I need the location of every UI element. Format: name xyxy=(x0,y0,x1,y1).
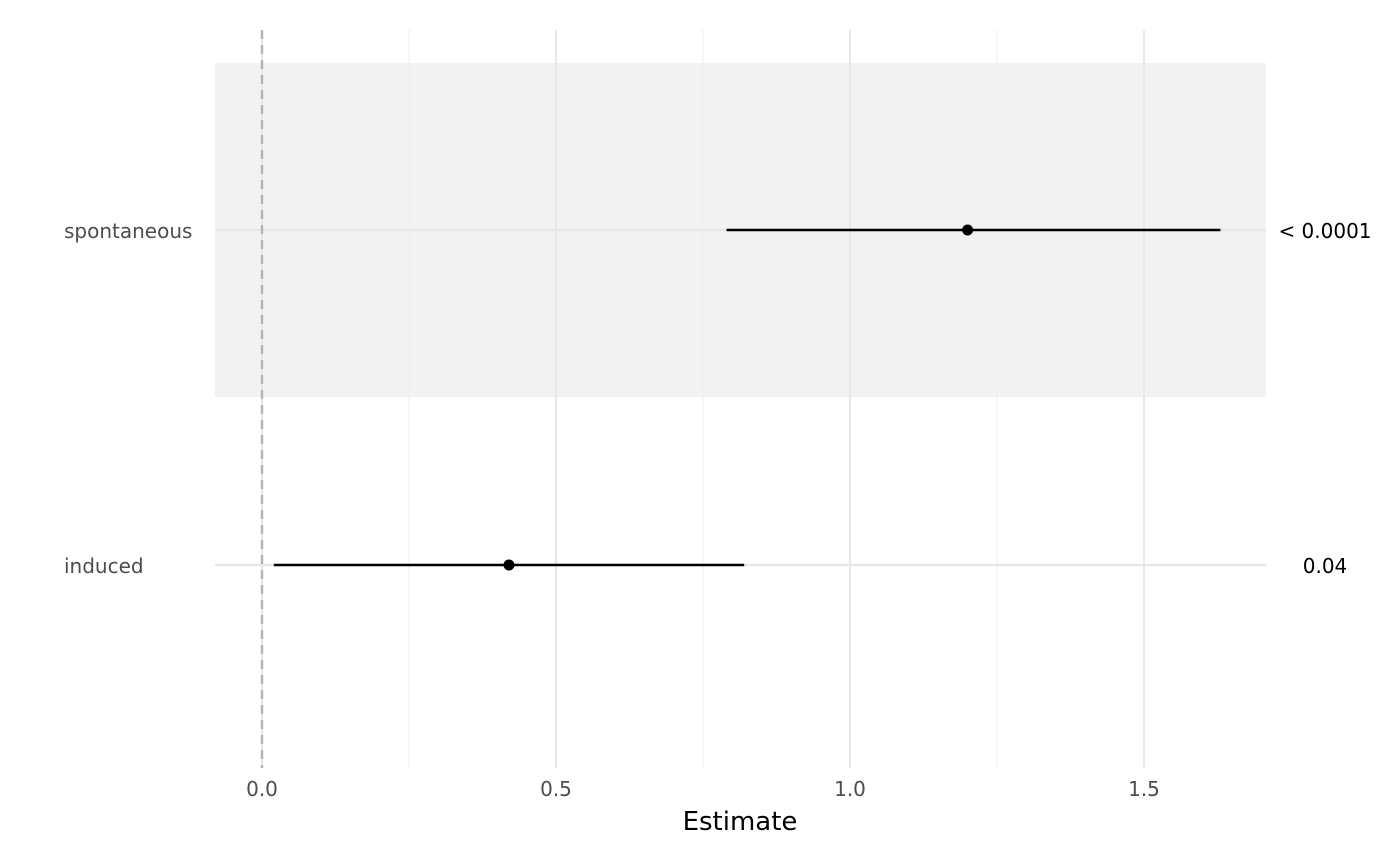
x-axis-tick-labels: 0.0 0.5 1.0 1.5 xyxy=(246,777,1160,801)
estimate-point-spontaneous xyxy=(962,224,974,236)
row-labels: spontaneous induced xyxy=(64,219,192,578)
x-axis-title: Estimate xyxy=(683,807,798,837)
estimate-marks xyxy=(273,224,1221,571)
x-tick-label: 1.5 xyxy=(1128,777,1160,801)
x-tick-label: 0.5 xyxy=(540,777,572,801)
x-tick-label: 1.0 xyxy=(834,777,866,801)
p-value-induced: 0.04 xyxy=(1303,554,1348,578)
p-value-spontaneous: < 0.0001 xyxy=(1278,219,1371,243)
row-label-spontaneous: spontaneous xyxy=(64,219,192,243)
row-label-induced: induced xyxy=(64,554,144,578)
x-tick-label: 0.0 xyxy=(246,777,278,801)
estimate-point-induced xyxy=(503,559,515,571)
p-value-labels: < 0.0001 0.04 xyxy=(1278,219,1371,578)
